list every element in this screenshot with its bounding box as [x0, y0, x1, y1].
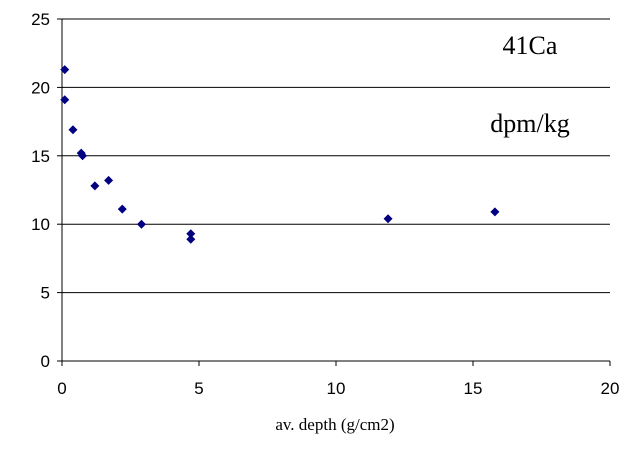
data-point	[68, 125, 78, 135]
x-tick-label: 10	[327, 379, 346, 398]
data-point	[186, 229, 196, 239]
unit-annotation: dpm/kg	[490, 109, 569, 138]
data-point	[60, 95, 70, 105]
data-point	[490, 207, 500, 217]
x-tick-label: 15	[464, 379, 483, 398]
data-point	[383, 214, 393, 224]
axes	[57, 18, 611, 366]
gridlines	[62, 18, 610, 294]
x-axis-label: av. depth (g/cm2)	[275, 415, 394, 434]
x-tick-label: 0	[57, 379, 66, 398]
isotope-annotation: 41Ca	[503, 31, 558, 60]
x-tick-label: 20	[601, 379, 620, 398]
y-tick-label: 0	[41, 352, 50, 371]
data-point	[117, 204, 127, 214]
data-point	[136, 219, 146, 229]
y-tick-label: 15	[31, 147, 50, 166]
data-points	[60, 65, 500, 244]
x-tick-label: 5	[194, 379, 203, 398]
x-tick-labels: 0 5 10 15 20	[57, 379, 619, 398]
y-tick-label: 10	[31, 215, 50, 234]
y-tick-label: 20	[31, 78, 50, 97]
y-tick-labels: 0 5 10 15 20 25	[31, 10, 50, 371]
data-point	[60, 65, 70, 75]
data-point	[90, 181, 100, 191]
data-point	[78, 151, 88, 161]
data-point	[186, 234, 196, 244]
y-tick-label: 25	[31, 10, 50, 29]
data-point	[104, 175, 114, 185]
y-tick-label: 5	[41, 284, 50, 303]
